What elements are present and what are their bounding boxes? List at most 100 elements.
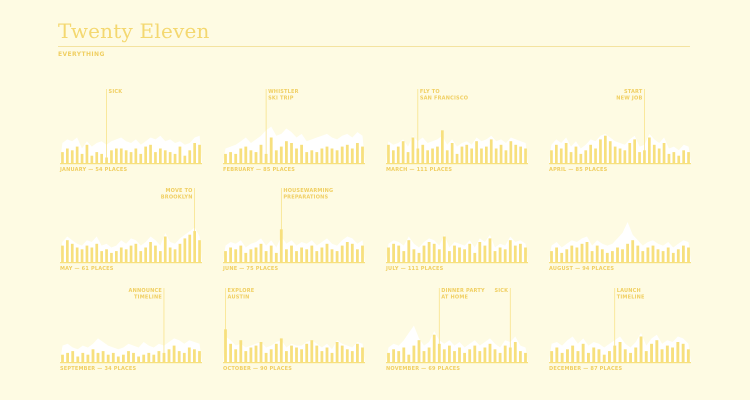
day-bar xyxy=(431,148,434,163)
day-bar xyxy=(259,342,263,362)
day-bar xyxy=(402,347,406,362)
day-bar xyxy=(488,238,492,262)
day-bar xyxy=(661,251,665,262)
baseline xyxy=(60,163,202,165)
day-bar xyxy=(442,236,446,262)
day-bar xyxy=(488,343,492,362)
day-bar xyxy=(101,351,105,362)
annotation-label: BROOKLYN xyxy=(161,195,193,201)
day-bar xyxy=(455,153,459,163)
day-bar xyxy=(676,342,680,362)
day-bar xyxy=(513,342,517,362)
month-label: AUGUST — 94 PLACES xyxy=(549,266,614,272)
day-bar xyxy=(602,354,606,362)
page-title: Twenty Eleven xyxy=(58,19,210,43)
day-bar xyxy=(519,243,522,262)
day-bar xyxy=(177,351,181,362)
day-bar xyxy=(448,251,451,262)
day-bar xyxy=(361,347,364,362)
day-bar xyxy=(115,148,118,163)
day-bar xyxy=(623,349,627,362)
day-bar xyxy=(295,148,298,163)
day-bar xyxy=(320,247,324,262)
day-bar xyxy=(608,351,611,362)
everything-area xyxy=(223,336,365,362)
day-bar xyxy=(234,153,238,163)
day-bar xyxy=(325,243,329,262)
day-bar xyxy=(513,245,517,262)
day-bar xyxy=(116,356,120,362)
day-bar xyxy=(450,143,454,163)
day-bar xyxy=(269,137,273,163)
day-bar xyxy=(254,152,258,163)
day-bar xyxy=(387,247,390,262)
day-bar xyxy=(249,249,253,262)
day-bar xyxy=(66,352,69,362)
day-bar xyxy=(244,351,248,362)
day-bar xyxy=(584,150,588,163)
day-bar xyxy=(519,351,522,362)
day-bar xyxy=(124,249,128,262)
day-bar xyxy=(427,242,431,262)
day-bar xyxy=(91,349,95,362)
everything-area xyxy=(386,234,528,262)
baseline xyxy=(223,362,365,364)
day-bar xyxy=(85,144,89,163)
annotation-label: ANNOUNCE xyxy=(129,288,163,294)
day-bar xyxy=(90,247,94,262)
day-bar xyxy=(599,139,602,163)
annotation-label: MOVE TO xyxy=(165,188,192,194)
day-bar xyxy=(579,153,583,163)
day-bar xyxy=(239,245,243,262)
day-bar xyxy=(305,152,309,163)
day-bar xyxy=(580,243,584,262)
day-bar xyxy=(618,342,622,362)
day-bar xyxy=(61,152,64,163)
day-bar xyxy=(129,245,133,262)
filter-label[interactable]: EVERYTHING xyxy=(58,51,105,58)
month-label: OCTOBER — 90 PLACES xyxy=(223,366,292,372)
day-bar xyxy=(119,247,123,262)
day-bar xyxy=(644,351,648,362)
day-bar xyxy=(427,347,431,362)
day-bar xyxy=(163,150,167,163)
day-bar xyxy=(229,343,232,362)
day-bar xyxy=(193,143,196,163)
day-bar xyxy=(662,143,666,163)
day-bar xyxy=(566,349,569,362)
day-bar xyxy=(315,152,319,163)
day-bar xyxy=(656,249,660,262)
baseline xyxy=(386,262,528,264)
annotation-label: WHISTLER xyxy=(268,89,299,95)
day-bar xyxy=(183,238,187,262)
day-bar xyxy=(422,351,426,362)
day-bar xyxy=(417,340,421,362)
day-bar xyxy=(335,342,339,362)
day-bar xyxy=(198,351,201,362)
day-bar xyxy=(178,243,182,262)
day-bar xyxy=(330,249,334,262)
month-label: SEPTEMBER — 34 PLACES xyxy=(60,366,137,372)
day-bar xyxy=(310,150,314,163)
day-bar xyxy=(560,352,564,362)
day-bar xyxy=(300,247,303,262)
day-bar xyxy=(417,252,421,262)
day-bar xyxy=(264,352,268,362)
day-bar xyxy=(295,251,298,262)
day-bar xyxy=(437,249,441,262)
day-bar xyxy=(445,150,449,163)
day-bar xyxy=(392,349,395,362)
day-bar xyxy=(259,243,263,262)
day-bar xyxy=(320,148,324,163)
day-bar xyxy=(335,251,339,262)
day-bar xyxy=(300,349,303,362)
day-bar xyxy=(611,251,614,262)
day-bar xyxy=(269,349,273,362)
day-bar xyxy=(441,130,444,163)
day-bar xyxy=(110,252,113,262)
day-bar xyxy=(70,150,74,163)
day-bar xyxy=(149,242,152,262)
